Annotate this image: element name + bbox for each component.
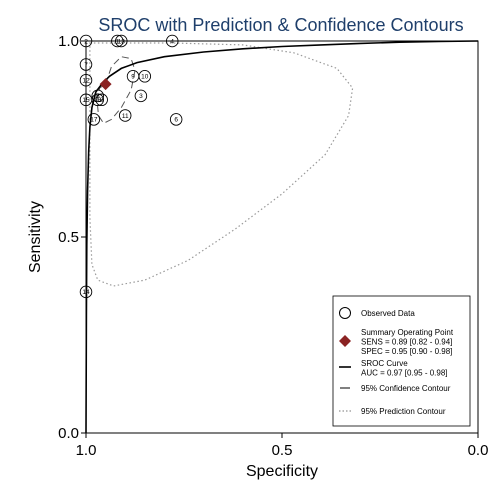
observed-point-marker	[91, 89, 105, 103]
observed-point-label: 5	[96, 93, 100, 100]
observed-point-marker	[165, 34, 179, 48]
observed-point-marker	[169, 113, 183, 126]
y-tick-label: 1.0	[58, 33, 79, 50]
legend-text: SROC Curve	[361, 359, 408, 368]
observed-point: 16	[91, 93, 105, 107]
observed-point-marker	[91, 93, 105, 107]
observed-point-marker	[118, 109, 132, 122]
observed-point-label: 3	[139, 93, 143, 100]
legend-item-confidence: 95% Confidence Contour	[340, 384, 451, 393]
observed-point-label: 16	[94, 97, 102, 104]
observed-point-marker	[111, 34, 124, 48]
observed-point: 10	[138, 70, 152, 83]
observed-point-marker	[79, 285, 93, 299]
x-tick-label: 1.0	[76, 442, 97, 459]
y-tick-label: 0.5	[58, 229, 79, 246]
observed-point: 17	[87, 113, 101, 126]
observed-point: 14	[79, 285, 93, 299]
summary-point-marker	[99, 78, 112, 91]
y-tick-label: 0.0	[58, 425, 79, 442]
confidence-contour	[96, 56, 136, 124]
observed-point: 13	[115, 34, 128, 48]
observed-point-marker	[79, 34, 93, 48]
observed-point-label: 1	[116, 38, 120, 45]
observed-point-label: 10	[141, 74, 149, 81]
legend-summary-symbol	[339, 335, 351, 347]
observed-point-label: 2	[84, 38, 88, 45]
observed-point-label: 7	[84, 62, 88, 69]
legend-item-prediction: 95% Prediction Contour	[339, 407, 446, 416]
observed-point-label: 12	[82, 78, 90, 85]
observed-point-label: 17	[90, 117, 98, 124]
legend-text: 95% Confidence Contour	[361, 384, 451, 393]
legend-box	[332, 295, 471, 427]
legend-text: AUC = 0.97 [0.95 - 0.98]	[361, 369, 448, 378]
observed-point-label: 13	[118, 38, 126, 45]
x-axis-title: Specificity	[246, 463, 318, 480]
sroc-curve	[85, 40, 479, 434]
axis-ticks: 1.0 0.5 0.0 0.0 0.5 1.0	[58, 33, 488, 459]
legend-item-observed: Observed Data	[339, 307, 415, 319]
observed-point-marker	[95, 93, 108, 107]
observed-point-marker	[134, 89, 148, 103]
x-tick-label: 0.0	[468, 442, 489, 459]
observed-point: 4	[165, 34, 179, 48]
y-axis-title: Sensitivity	[27, 201, 44, 273]
observed-point-label: 11	[122, 113, 129, 120]
legend-observed-symbol	[339, 307, 351, 319]
observed-point: 2	[79, 34, 93, 48]
legend: Observed Data Summary Operating PointSENS…	[332, 295, 471, 427]
observed-point: 3	[134, 89, 148, 103]
observed-point: 11	[118, 109, 132, 122]
observed-point-marker	[79, 58, 93, 71]
observed-point-marker	[79, 73, 93, 87]
observed-point: 12	[79, 73, 93, 87]
legend-text: SENS = 0.89 [0.82 - 0.94]	[361, 338, 452, 347]
observed-point: 8	[95, 93, 108, 107]
legend-text: Observed Data	[361, 309, 415, 318]
observed-point-label: 4	[170, 38, 174, 45]
chart-title: SROC with Prediction & Confidence Contou…	[98, 15, 463, 35]
observed-point: 5	[91, 89, 105, 103]
observed-point-marker	[115, 34, 128, 48]
observed-point-marker	[138, 70, 152, 83]
legend-text: 95% Prediction Contour	[361, 407, 446, 416]
prediction-contour	[89, 42, 354, 287]
observed-point-label: 15	[82, 97, 90, 104]
observed-point: 6	[169, 113, 183, 126]
observed-point-label: 8	[100, 97, 104, 104]
observed-point: 1	[111, 34, 124, 48]
curves-layer	[85, 40, 479, 434]
observed-point: 7	[79, 58, 93, 71]
observed-point-label: 6	[174, 117, 178, 124]
legend-text: Summary Operating Point	[361, 328, 454, 337]
legend-text: SPEC = 0.95 [0.90 - 0.98]	[361, 347, 452, 356]
observed-point-label: 9	[131, 74, 135, 81]
x-tick-label: 0.5	[272, 442, 293, 459]
observed-point-label: 14	[82, 289, 90, 296]
observed-point-marker	[87, 113, 101, 126]
